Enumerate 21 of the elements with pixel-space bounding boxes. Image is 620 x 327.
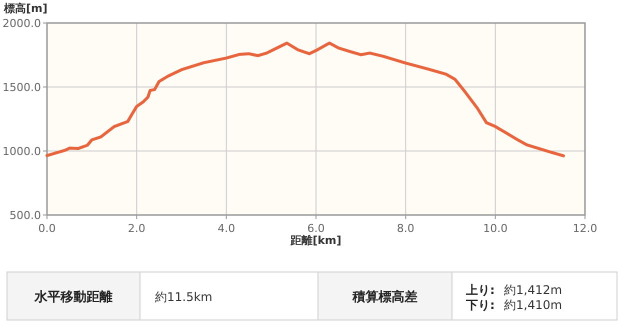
- text: 約1,412m: [504, 283, 562, 297]
- line-series: [46, 42, 565, 158]
- y-axis-title: 標高[m]: [3, 2, 48, 15]
- text: 約1,410m: [504, 298, 562, 312]
- text: 約11.5km: [155, 290, 212, 304]
- x-tick-label: 6.0: [307, 222, 325, 235]
- y-tick-label: 1000.0: [2, 145, 41, 158]
- y-tick-label: 500.0: [10, 209, 41, 222]
- x-axis-title: 距離[km]: [290, 234, 342, 247]
- text: 上り:: [465, 283, 495, 297]
- text: 積算標高差: [352, 289, 418, 305]
- text: 水平移動距離: [34, 290, 112, 305]
- x-tick-label: 12.0: [572, 222, 598, 235]
- x-tick-label: 2.0: [128, 222, 146, 235]
- text: 下り:: [465, 298, 495, 312]
- x-tick-label: 4.0: [218, 222, 236, 235]
- y-tick-label: 1500.0: [2, 81, 41, 94]
- y-tick-label: 2000.0: [2, 17, 41, 30]
- x-tick-label: 8.0: [396, 222, 414, 235]
- x-tick-label: 10.0: [483, 222, 508, 235]
- x-tick-label: 0.0: [38, 222, 56, 235]
